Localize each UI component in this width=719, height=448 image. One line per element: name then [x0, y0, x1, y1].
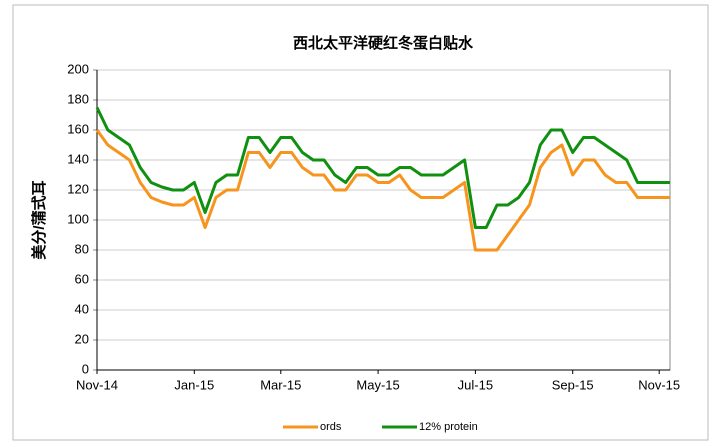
legend-label: 12% protein	[419, 421, 478, 433]
y-tick-label: 20	[75, 331, 89, 346]
x-tick-label: Nov-14	[76, 377, 118, 392]
series-line	[95, 106, 670, 229]
x-tick-label: Mar-15	[260, 377, 301, 392]
series-line	[95, 129, 670, 252]
x-tick-label: Nov-15	[638, 377, 680, 392]
chart-title: 西北太平洋硬红冬蛋白贴水	[293, 34, 474, 52]
y-tick-label: 0	[82, 361, 89, 376]
y-tick-label: 140	[67, 151, 89, 166]
y-tick-label: 80	[75, 241, 89, 256]
x-tick-label: May-15	[356, 377, 399, 392]
y-tick-label: 100	[67, 211, 89, 226]
y-tick-label: 200	[67, 61, 89, 76]
legend-label: ords	[320, 421, 342, 433]
y-tick-label: 180	[67, 91, 89, 106]
chart-frame	[12, 4, 709, 441]
y-tick-label: 120	[67, 181, 89, 196]
x-tick-label: Jan-15	[174, 377, 214, 392]
x-tick-label: Jul-15	[458, 377, 493, 392]
y-tick-label: 60	[75, 271, 89, 286]
x-tick-label: Sep-15	[552, 377, 594, 392]
y-tick-label: 160	[67, 121, 89, 136]
y-tick-label: 40	[75, 301, 89, 316]
y-axis-label: 美分/蒲式耳	[30, 180, 48, 259]
